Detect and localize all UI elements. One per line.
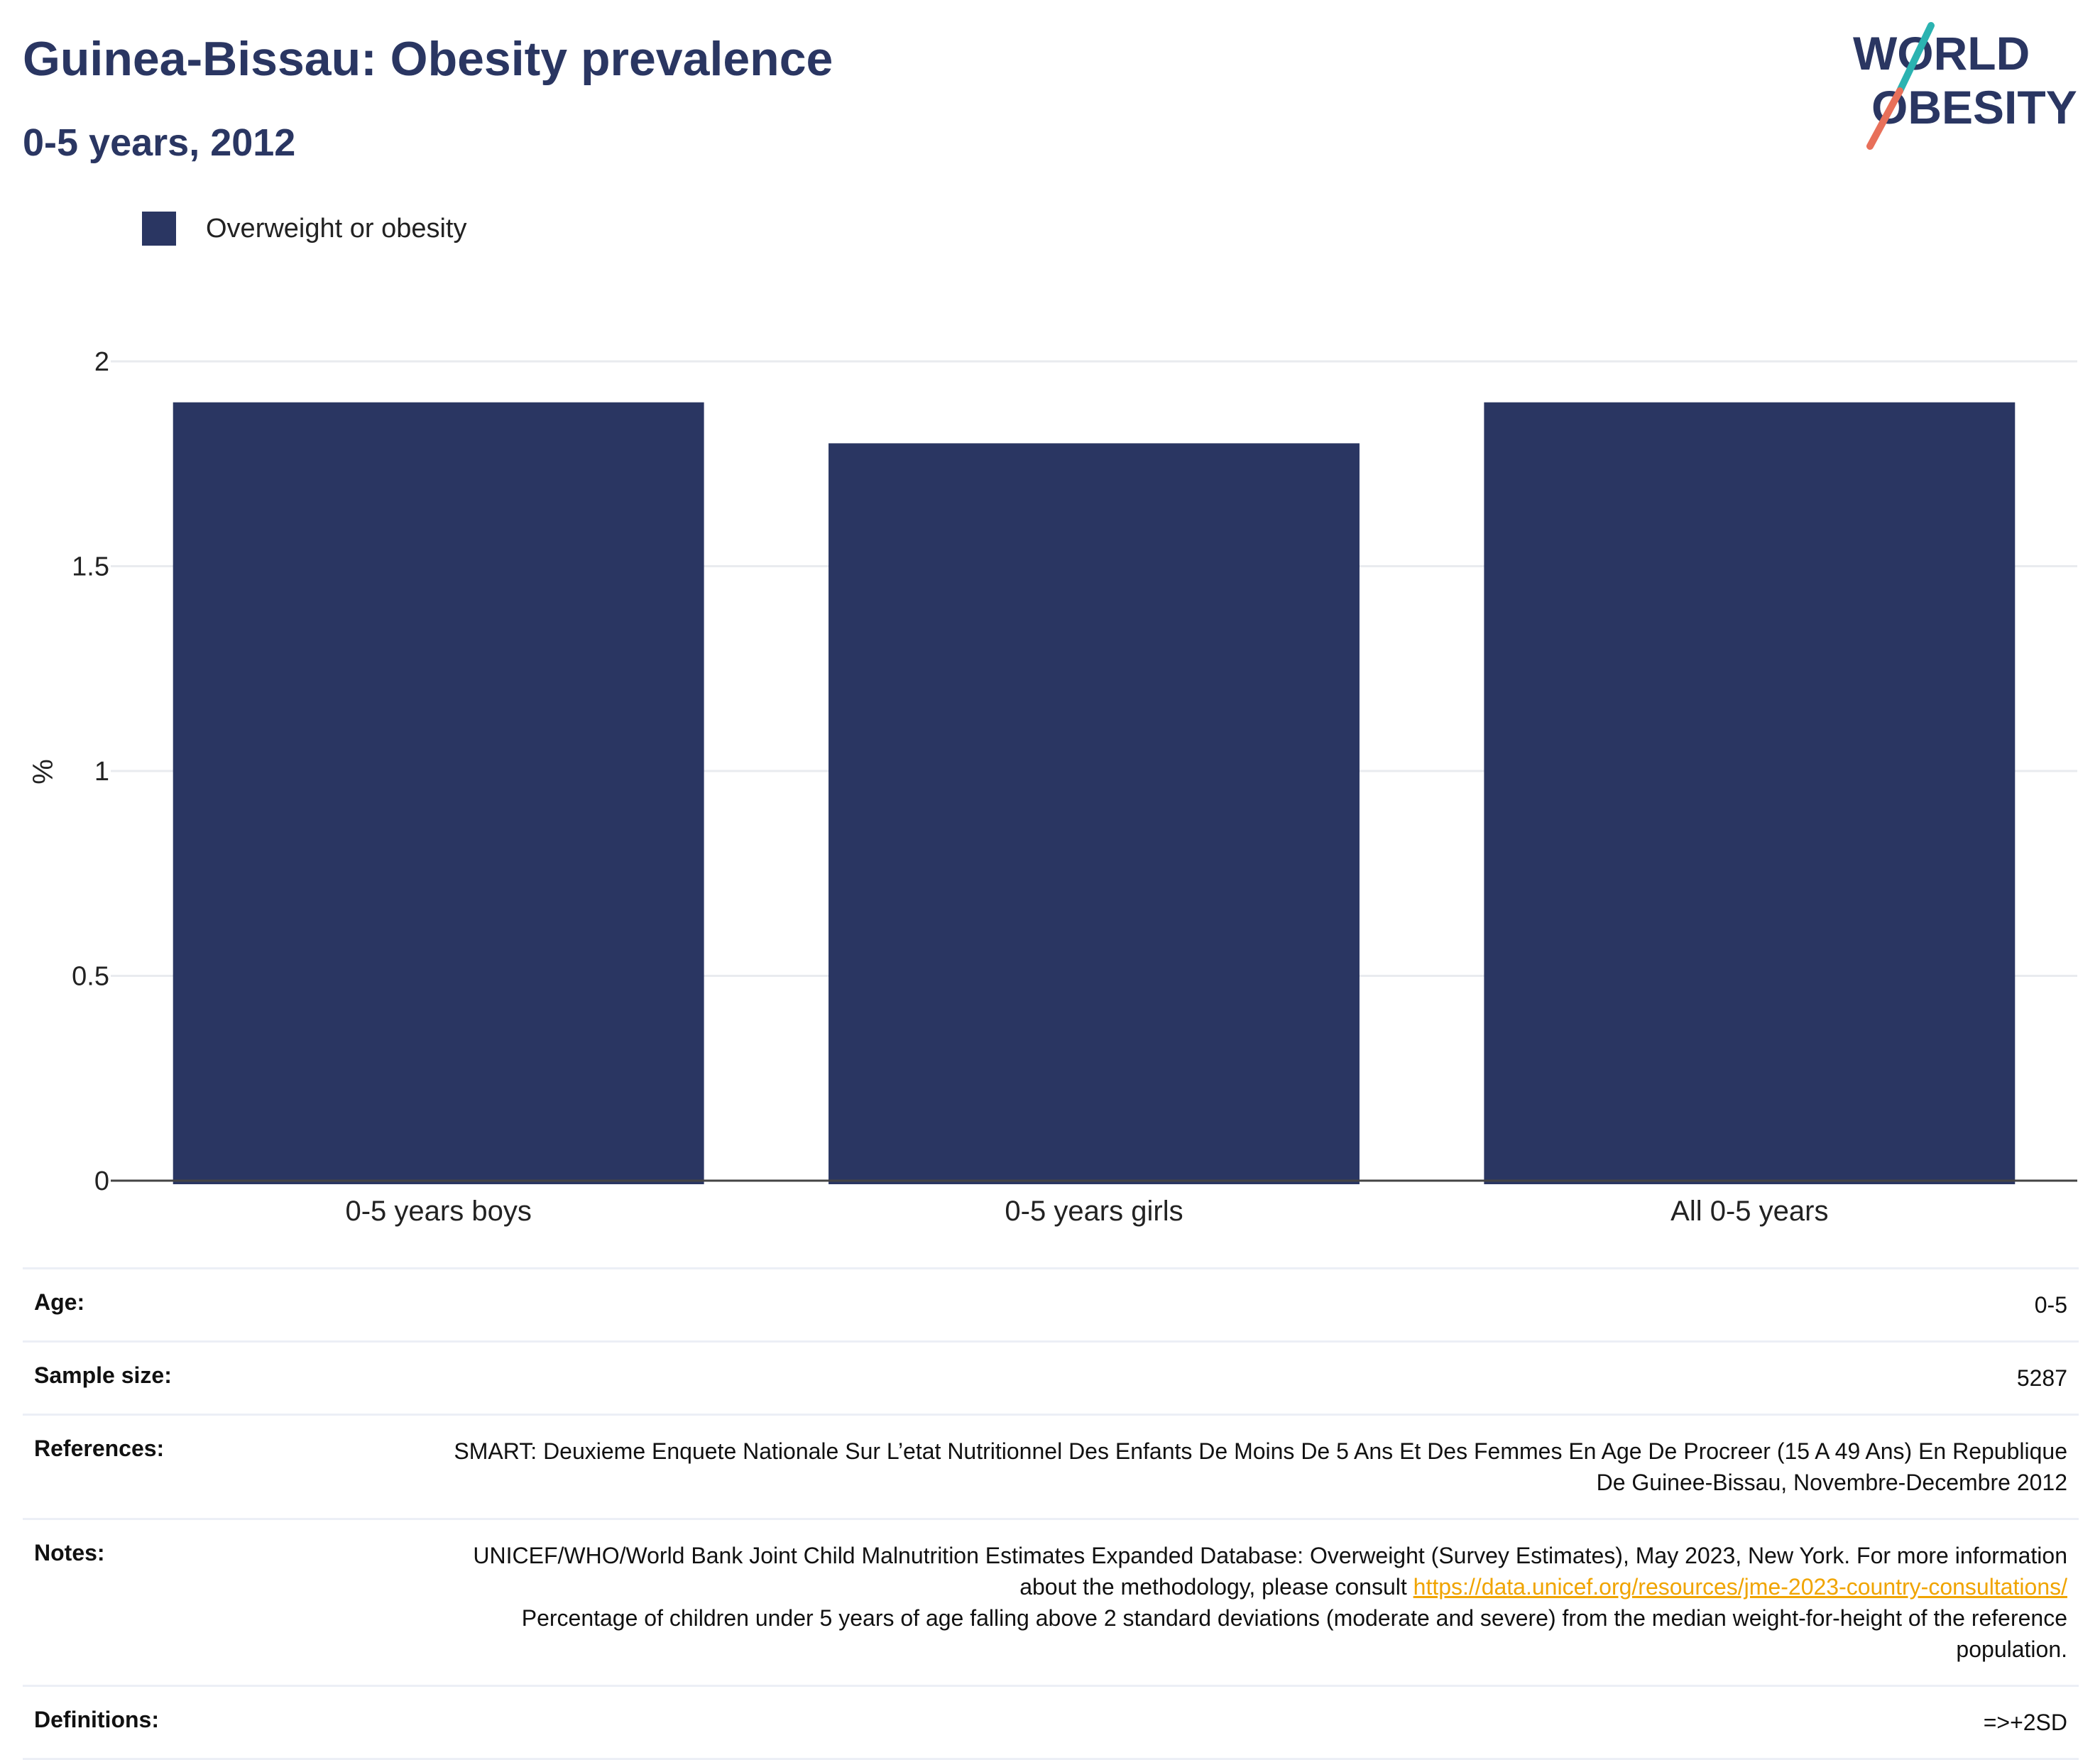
notes-label: Notes:: [34, 1540, 105, 1565]
page-title: Guinea-Bissau: Obesity prevalence: [23, 32, 833, 86]
logo-text-world: WORLD: [1853, 27, 2030, 80]
bar: [173, 402, 704, 1185]
bar: [828, 443, 1360, 1184]
meta-row-definitions: Definitions: =>+2SD: [23, 1685, 2079, 1760]
bar: [1484, 402, 2016, 1185]
legend-label: Overweight or obesity: [206, 213, 467, 244]
meta-row-references: References: SMART: Deuxieme Enquete Nati…: [23, 1414, 2079, 1518]
references-label: References:: [34, 1436, 165, 1461]
sample-size-label: Sample size:: [34, 1362, 172, 1388]
logo-slash-teal: [1896, 22, 1935, 94]
logo-slash-coral: [1866, 87, 1903, 150]
notes-text: UNICEF/WHO/World Bank Joint Child Malnut…: [473, 1543, 2067, 1600]
meta-row-sample-size: Sample size: 5287: [23, 1340, 2079, 1414]
bars: [173, 402, 2016, 1185]
x-tick-label: 0-5 years boys: [345, 1196, 531, 1227]
notes-link[interactable]: https://data.unicef.org/resources/jme-20…: [1413, 1574, 2067, 1600]
y-tick-label: 1: [94, 757, 109, 787]
y-tick-label: 0: [94, 1166, 109, 1196]
y-tick-label: 1.5: [72, 552, 109, 582]
page-subtitle: 0-5 years, 2012: [23, 121, 296, 164]
references-value: SMART: Deuxieme Enquete Nationale Sur L’…: [454, 1438, 2067, 1495]
logo-text-obesity: OBESITY: [1871, 81, 2077, 133]
chart-legend: Overweight or obesity: [142, 212, 467, 246]
definitions-label: Definitions:: [34, 1707, 159, 1732]
age-label: Age:: [34, 1289, 85, 1315]
metadata-table: Age: 0-5 Sample size: 5287 References: S…: [23, 1267, 2079, 1760]
notes-value: UNICEF/WHO/World Bank Joint Child Malnut…: [434, 1540, 2067, 1665]
meta-row-notes: Notes: UNICEF/WHO/World Bank Joint Child…: [23, 1518, 2079, 1685]
x-tick-label: All 0-5 years: [1670, 1196, 1828, 1227]
x-tick-labels: 0-5 years boys 0-5 years girls All 0-5 yea…: [345, 1196, 1828, 1227]
bar-chart: 0 0.5 1 1.5 2 0-5 years boys 0-5 years girls A…: [28, 347, 2077, 1227]
world-obesity-logo: WORLD OBESITY: [1853, 22, 2077, 150]
y-axis-label: %: [28, 759, 59, 785]
sample-size-value: 5287: [2016, 1365, 2067, 1391]
y-tick-labels: 0 0.5 1 1.5 2: [72, 347, 109, 1196]
x-tick-label: 0-5 years girls: [1005, 1196, 1183, 1227]
age-value: 0-5: [2034, 1292, 2067, 1318]
meta-row-age: Age: 0-5: [23, 1267, 2079, 1340]
legend-swatch: [142, 212, 176, 246]
definitions-value: =>+2SD: [1983, 1710, 2067, 1735]
y-tick-label: 0.5: [72, 962, 109, 992]
y-tick-label: 2: [94, 347, 109, 377]
notes-definition-text: Percentage of children under 5 years of …: [521, 1605, 2067, 1662]
